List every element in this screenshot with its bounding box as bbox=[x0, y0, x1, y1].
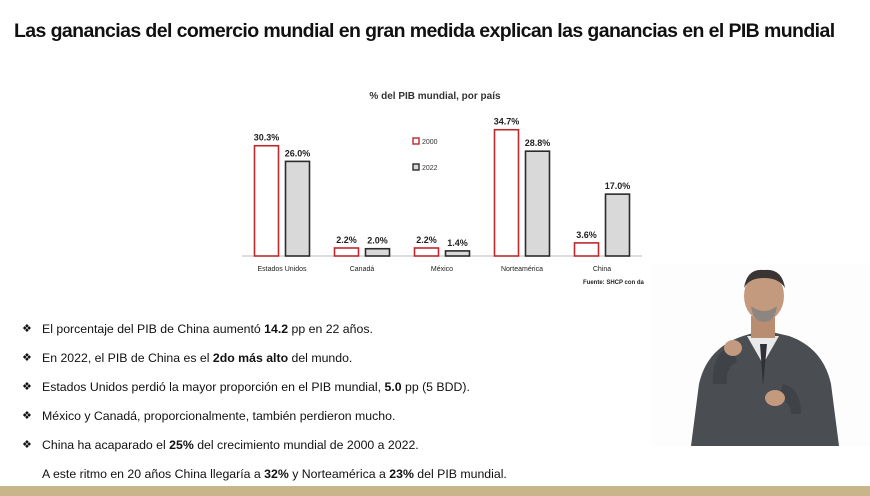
bullet-text: México y Canadá, proporcionalmente, tamb… bbox=[42, 406, 395, 426]
bullet-highlight: 32% bbox=[264, 466, 289, 481]
bullet-item: ❖ Estados Unidos perdió la mayor proporci… bbox=[22, 372, 507, 401]
bullet-segment: México y Canadá, proporcionalmente, tamb… bbox=[42, 408, 396, 423]
bar-2000-2 bbox=[413, 247, 440, 257]
x-tick-label-1: Canadá bbox=[350, 266, 375, 273]
x-tick-label-2: México bbox=[431, 266, 453, 273]
bullet-text: Estados Unidos perdió la mayor proporció… bbox=[42, 377, 470, 397]
x-tick-label-3: Norteamérica bbox=[501, 266, 543, 273]
data-label-2022-2: 1.4% bbox=[447, 238, 468, 248]
bullet-marker-icon: ❖ bbox=[22, 438, 32, 451]
legend-swatch-2000 bbox=[412, 137, 420, 145]
bullet-segment: del mundo. bbox=[288, 350, 353, 365]
bar-2022-3 bbox=[524, 150, 551, 257]
bullet-text: En 2022, el PIB de China es el 2do más a… bbox=[42, 348, 352, 368]
bullet-segment: pp (5 BDD). bbox=[401, 379, 470, 394]
bar-2000-1 bbox=[333, 247, 360, 257]
legend-label-2022: 2022 bbox=[422, 165, 438, 172]
bullet-segment: A este ritmo en 20 años China llegaría a bbox=[42, 466, 265, 481]
bullet-segment: China ha acaparado el bbox=[42, 437, 170, 452]
bullet-highlight: 14.2 bbox=[264, 321, 289, 336]
sign-language-interpreter bbox=[651, 264, 870, 446]
bullet-item: ❖ China ha acaparado el 25% del crecimien… bbox=[22, 430, 507, 459]
bar-2022-0 bbox=[284, 160, 311, 257]
bullet-segment: El porcentaje del PIB de China aumentó bbox=[42, 321, 265, 336]
bullet-marker-icon: ❖ bbox=[22, 322, 32, 335]
data-label-2022-0: 26.0% bbox=[285, 148, 311, 158]
bullet-item: ❖ En 2022, el PIB de China es el 2do más … bbox=[22, 343, 507, 372]
bullet-list: ❖ El porcentaje del PIB de China aumentó … bbox=[22, 314, 507, 488]
chart-title: % del PIB mundial, por país bbox=[369, 91, 501, 102]
slide-title: Las ganancias del comercio mundial en gr… bbox=[14, 20, 835, 42]
bar-2000-3 bbox=[493, 128, 520, 257]
data-label-2022-3: 28.8% bbox=[525, 138, 551, 148]
bullet-item: A este ritmo en 20 años China llegaría a… bbox=[22, 459, 507, 488]
bullet-text: El porcentaje del PIB de China aumentó 1… bbox=[42, 319, 373, 339]
bullet-highlight: 23% bbox=[389, 466, 414, 481]
bar-2022-4 bbox=[604, 193, 631, 257]
bullet-text: A este ritmo en 20 años China llegaría a… bbox=[42, 464, 507, 484]
bullet-marker-icon: ❖ bbox=[22, 409, 32, 422]
bullet-segment: Estados Unidos perdió la mayor proporció… bbox=[42, 379, 385, 394]
x-tick-label-4: China bbox=[593, 266, 611, 273]
x-tick-label-0: Estados Unidos bbox=[257, 266, 307, 273]
data-label-2022-4: 17.0% bbox=[605, 181, 631, 191]
bullet-segment: del PIB mundial. bbox=[413, 466, 507, 481]
legend-swatch-2022 bbox=[412, 163, 420, 171]
bar-2000-0 bbox=[253, 144, 280, 257]
bar-2022-1 bbox=[364, 247, 391, 257]
bullet-text: China ha acaparado el 25% del crecimient… bbox=[42, 435, 419, 455]
bullet-marker-icon: ❖ bbox=[22, 380, 32, 393]
data-label-2000-3: 34.7% bbox=[494, 117, 520, 127]
bar-chart: 30.3% 26.0% Estados Unidos 2.2% 2.0% Canadá 2.… bbox=[242, 117, 642, 273]
data-label-2000-0: 30.3% bbox=[254, 133, 280, 143]
footer-bar bbox=[0, 486, 870, 496]
sign-language-interpreter-icon bbox=[651, 264, 870, 446]
bullet-item: ❖ México y Canadá, proporcionalmente, tam… bbox=[22, 401, 507, 430]
bullet-marker-icon: ❖ bbox=[22, 351, 32, 364]
data-label-2000-1: 2.2% bbox=[336, 235, 357, 245]
bullet-segment: pp en 22 años. bbox=[288, 321, 373, 336]
bullet-highlight: 2do más alto bbox=[212, 350, 289, 365]
legend-label-2000: 2000 bbox=[422, 139, 438, 146]
bar-2000-4 bbox=[573, 242, 600, 257]
bullet-segment: y Norteamérica a bbox=[288, 466, 390, 481]
bullet-highlight: 25% bbox=[169, 437, 194, 452]
data-label-2000-2: 2.2% bbox=[416, 235, 437, 245]
bullet-segment: del crecimiento mundial de 2000 a 2022. bbox=[193, 437, 419, 452]
chart-source: Fuente: SHCP con da bbox=[583, 280, 644, 286]
bullet-item: ❖ El porcentaje del PIB de China aumentó … bbox=[22, 314, 507, 343]
bullet-segment: En 2022, el PIB de China es el bbox=[42, 350, 213, 365]
data-label-2000-4: 3.6% bbox=[576, 230, 597, 240]
bullet-highlight: 5.0 bbox=[384, 379, 402, 394]
bar-2022-2 bbox=[444, 250, 471, 257]
data-label-2022-1: 2.0% bbox=[367, 236, 388, 246]
